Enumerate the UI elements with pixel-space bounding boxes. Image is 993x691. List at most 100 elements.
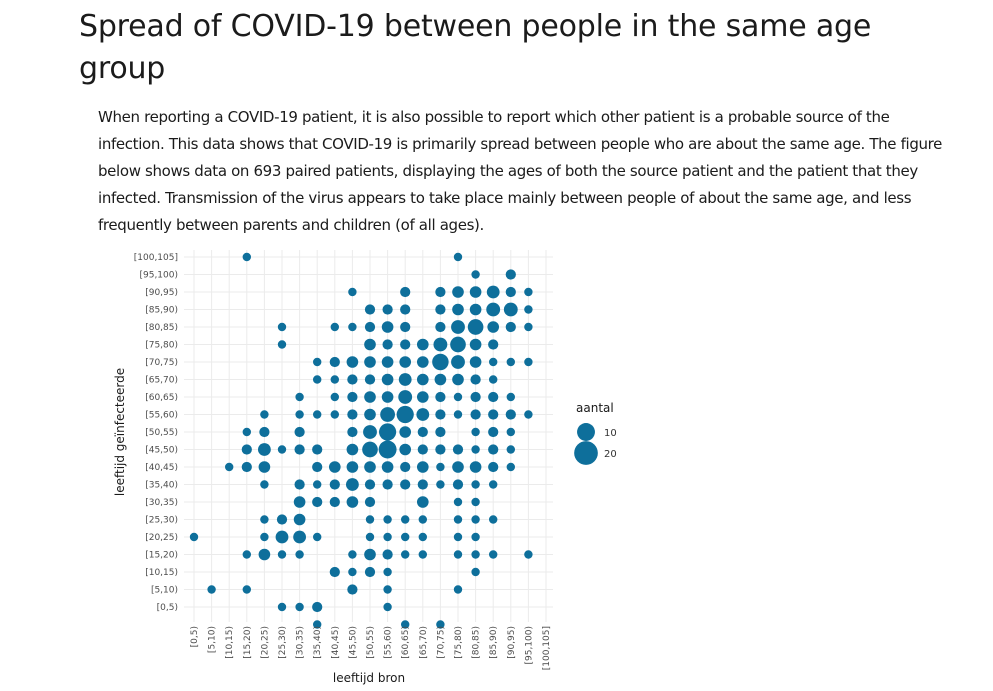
x-tick-label: [20,25)	[260, 626, 270, 659]
data-point	[505, 286, 516, 298]
data-point	[471, 567, 480, 577]
chart-points	[189, 252, 533, 629]
data-point	[399, 356, 412, 368]
data-point	[312, 496, 323, 508]
y-tick-label: [45,50)	[145, 446, 178, 456]
data-point	[277, 322, 287, 332]
x-tick-label: [55,60)	[384, 626, 394, 659]
data-point	[435, 444, 446, 455]
data-point	[417, 479, 428, 490]
data-point	[329, 496, 340, 508]
data-point	[348, 287, 357, 297]
data-point	[489, 480, 498, 489]
data-point	[400, 304, 411, 315]
data-point	[489, 515, 498, 524]
data-point	[471, 515, 480, 524]
data-point	[471, 497, 480, 507]
data-point	[347, 374, 358, 385]
data-point	[346, 461, 359, 473]
y-tick-label: [20,25)	[145, 533, 178, 543]
data-point	[524, 322, 533, 332]
data-point	[471, 532, 480, 542]
data-point	[293, 530, 306, 544]
data-point	[400, 339, 411, 350]
y-tick-label: [100,105]	[134, 253, 178, 263]
data-point	[242, 550, 251, 559]
data-point	[453, 410, 463, 419]
legend-entry-label: 10	[604, 428, 617, 439]
y-tick-label: [80,85)	[145, 323, 178, 333]
data-point	[401, 620, 410, 629]
data-point	[189, 532, 199, 542]
x-tick-label: [5,10)	[208, 626, 218, 653]
data-point	[436, 620, 445, 629]
x-tick-label: [85,90)	[489, 626, 499, 659]
x-tick-label: [80,85)	[472, 626, 482, 659]
y-tick-label: [75,80)	[145, 341, 178, 351]
data-point	[400, 479, 411, 490]
y-tick-label: [55,60)	[145, 411, 178, 421]
data-point	[401, 532, 410, 542]
y-tick-label: [15,20)	[145, 551, 178, 561]
data-point	[435, 426, 446, 438]
data-point	[452, 286, 464, 298]
data-point	[524, 357, 533, 367]
data-point	[401, 515, 410, 524]
data-point	[488, 339, 499, 350]
data-point	[399, 426, 412, 438]
data-point	[364, 461, 376, 473]
data-point	[295, 550, 304, 559]
data-point	[330, 410, 339, 419]
x-tick-label: [50,55)	[366, 626, 376, 659]
data-point	[295, 410, 304, 419]
data-point	[347, 584, 358, 595]
data-point	[382, 304, 393, 315]
data-point	[383, 515, 392, 524]
data-point	[506, 445, 515, 454]
data-point	[381, 356, 394, 368]
data-point	[346, 356, 359, 368]
x-axis-label: leeftijd bron	[333, 671, 405, 685]
data-point	[469, 356, 482, 368]
data-point	[348, 550, 357, 559]
data-point	[364, 548, 376, 561]
data-point	[471, 480, 480, 489]
data-point	[432, 353, 449, 371]
data-point	[277, 340, 287, 349]
data-point	[488, 461, 499, 473]
y-tick-label: [30,35)	[145, 498, 178, 508]
data-point	[505, 409, 516, 420]
data-point	[524, 287, 533, 297]
data-point	[418, 515, 427, 524]
y-axis-label: leeftijd geïnfecteerde	[113, 368, 127, 496]
y-tick-label: [40,45)	[145, 463, 178, 473]
data-point	[452, 303, 464, 316]
x-tick-label: [40,45)	[331, 626, 341, 659]
data-point	[346, 443, 359, 456]
data-point	[364, 304, 376, 315]
data-point	[436, 462, 445, 472]
data-point	[277, 602, 287, 612]
data-point	[260, 515, 269, 524]
data-point	[383, 532, 392, 542]
y-tick-label: [95,100)	[139, 271, 178, 281]
x-tick-label: [0,5)	[190, 626, 200, 647]
data-point	[364, 566, 376, 578]
data-point	[470, 409, 481, 420]
data-point	[382, 479, 393, 490]
data-point	[503, 302, 518, 317]
data-point	[329, 566, 340, 578]
data-point	[276, 514, 288, 525]
data-point	[242, 585, 251, 594]
data-point	[417, 444, 428, 455]
data-point	[416, 391, 429, 403]
data-point	[381, 321, 394, 333]
data-point	[382, 339, 393, 350]
x-tick-label: [75,80)	[454, 626, 464, 659]
data-point	[260, 480, 269, 489]
data-point	[452, 373, 464, 386]
data-point	[313, 620, 322, 629]
data-point	[364, 338, 376, 351]
x-tick-label: [10,15)	[225, 626, 235, 659]
